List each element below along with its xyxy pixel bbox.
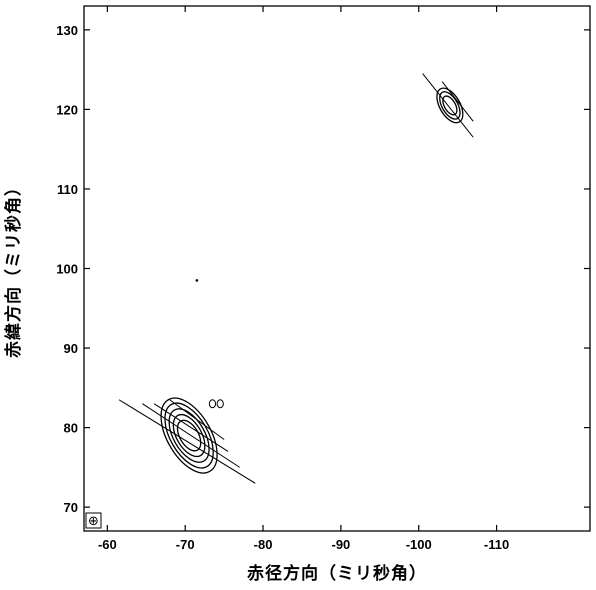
track-line <box>118 399 256 484</box>
x-tick-label: -80 <box>254 537 273 552</box>
x-tick-label: -90 <box>331 537 350 552</box>
y-tick-label: 120 <box>56 102 78 117</box>
beam-symbol: ⊕ <box>85 512 102 529</box>
track-line <box>441 81 474 122</box>
beam-glyph: ⊕ <box>88 514 99 529</box>
contour-level <box>436 87 464 124</box>
y-tick-labels: 70 80 90 100 110 120 130 <box>56 23 78 515</box>
x-axis-label: 赤径方向（ミリ秒角） <box>247 563 427 584</box>
track-line <box>422 73 474 138</box>
y-tick-label: 70 <box>64 500 78 515</box>
y-tick-label: 100 <box>56 262 78 277</box>
y-tick-label: 90 <box>64 341 78 356</box>
x-tick-label: -100 <box>406 537 432 552</box>
x-tick-labels: -60 -70 -80 -90 -100 -110 <box>98 537 509 552</box>
y-tick-label: 110 <box>57 182 78 197</box>
plot-content <box>118 73 474 484</box>
source-1 <box>118 397 256 484</box>
contour-level <box>164 402 214 469</box>
data-point <box>195 279 199 282</box>
contour-level <box>439 91 461 120</box>
contour-level <box>168 408 210 463</box>
contour-level <box>172 413 206 458</box>
y-axis-label: 赤緯方向（ミリ秒角） <box>3 178 24 358</box>
contour-level <box>442 95 458 116</box>
track-line <box>142 403 240 468</box>
x-tick-label: -110 <box>484 537 509 552</box>
y-tick-label: 130 <box>56 23 78 38</box>
axis-ticks <box>84 6 590 531</box>
x-tick-label: -60 <box>98 537 117 552</box>
plot-frame <box>83 5 591 532</box>
x-tick-label: -70 <box>176 537 195 552</box>
contour-level <box>160 397 218 474</box>
contour-level <box>176 419 202 452</box>
minor-contour <box>208 399 217 409</box>
source-2 <box>422 73 474 138</box>
minor-contour <box>216 399 224 409</box>
y-tick-label: 80 <box>64 421 78 436</box>
